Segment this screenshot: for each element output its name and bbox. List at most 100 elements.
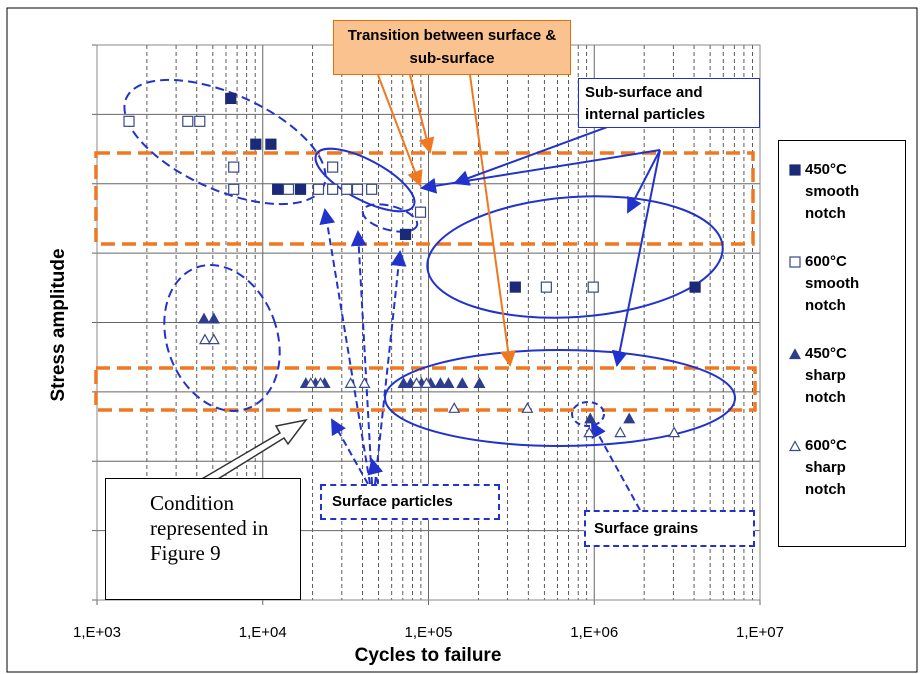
point <box>265 138 277 150</box>
point <box>341 183 353 195</box>
legend-marker <box>789 164 801 176</box>
arrow <box>350 230 373 485</box>
point <box>304 377 317 388</box>
ellipse <box>314 147 416 213</box>
dashed-ellipse <box>163 264 281 412</box>
hollow-arrow <box>198 418 308 489</box>
ellipse <box>384 349 736 447</box>
point <box>473 377 486 388</box>
point <box>399 228 412 240</box>
point <box>540 281 552 293</box>
legend-symbol <box>789 164 801 176</box>
arrow <box>469 74 517 367</box>
point <box>434 377 447 388</box>
ellipse <box>426 195 724 319</box>
point <box>351 183 364 195</box>
dashed-ellipse <box>571 401 605 427</box>
point <box>207 333 220 345</box>
annotation-surface-particles: Surface particles <box>320 484 500 520</box>
point <box>397 377 410 388</box>
annotation-surface-grains: Surface grains <box>584 510 755 547</box>
legend-label: 450°C smooth notch <box>805 161 860 222</box>
point <box>689 281 701 293</box>
point <box>442 377 455 388</box>
frame <box>6 7 918 673</box>
point <box>327 161 339 173</box>
point <box>623 412 636 424</box>
point <box>420 377 433 388</box>
point <box>327 183 339 195</box>
dashed-ellipse <box>361 203 419 233</box>
point <box>344 377 357 388</box>
arrow <box>627 149 661 214</box>
point <box>272 183 284 195</box>
point <box>358 377 371 388</box>
point <box>198 333 211 345</box>
x-tick-label: 1,E+06 <box>570 624 618 641</box>
legend-label: 600°C sharp notch <box>805 437 847 498</box>
point <box>123 115 135 127</box>
point <box>207 312 220 324</box>
arrow <box>453 125 611 186</box>
point <box>584 412 597 424</box>
point <box>456 377 469 388</box>
point <box>282 183 295 195</box>
point <box>228 183 240 195</box>
point <box>314 377 327 388</box>
x-tick-label: 1,E+03 <box>73 624 121 641</box>
point <box>366 183 378 195</box>
point <box>410 377 423 388</box>
arrow <box>319 208 371 485</box>
annotation-shapes <box>94 78 757 447</box>
point <box>583 426 596 438</box>
y-axis-title: Stress amplitude <box>48 248 69 401</box>
highlight-band <box>94 366 757 412</box>
point <box>197 312 210 324</box>
highlight-band <box>94 151 755 246</box>
x-axis-title: Cycles to failure <box>355 645 502 666</box>
point <box>194 115 206 127</box>
legend-marker <box>789 440 801 452</box>
point <box>225 92 237 105</box>
x-tick-label: 1,E+04 <box>239 624 287 641</box>
legend-symbol <box>789 440 801 452</box>
point <box>668 426 681 438</box>
legend-entry: 600°C sharp notch <box>789 435 899 501</box>
legend-symbol <box>789 348 801 360</box>
point <box>509 281 521 293</box>
point <box>587 281 599 293</box>
legend-marker <box>789 348 801 360</box>
x-tick-label: 1,E+07 <box>736 624 784 641</box>
legend-marker <box>789 256 801 268</box>
annotation-transition: Transition between surface & sub-surface <box>333 20 571 75</box>
arrow <box>374 250 407 485</box>
arrow <box>377 74 423 187</box>
arrow <box>611 149 661 367</box>
point <box>250 138 262 150</box>
legend-entry: 450°C sharp notch <box>789 343 899 409</box>
arrow <box>367 458 384 485</box>
arrow <box>331 418 369 485</box>
point <box>414 206 427 218</box>
legend-entry: 600°C smooth notch <box>789 251 899 317</box>
legend-label: 600°C smooth notch <box>805 253 860 314</box>
legend-entry: 450°C smooth notch <box>789 159 899 225</box>
annotation-subsurface: Sub-surface and internal particles <box>578 78 760 128</box>
legend: 450°C smooth notch 600°C smooth notch 450°… <box>778 140 906 547</box>
arrow <box>591 421 641 511</box>
x-tick-label: 1,E+05 <box>405 624 453 641</box>
dashed-ellipse <box>123 78 327 206</box>
annotation-condition: Condition represented in Figure 9 <box>105 478 301 600</box>
point <box>521 402 534 413</box>
arrows <box>198 74 661 511</box>
legend-symbol <box>789 256 801 268</box>
legend-label: 450°C sharp notch <box>805 345 847 406</box>
point <box>182 115 194 127</box>
arrow <box>409 74 435 154</box>
point <box>448 402 461 413</box>
point <box>294 183 307 195</box>
point <box>312 183 325 195</box>
marks-layer <box>123 92 701 438</box>
point <box>614 426 627 438</box>
